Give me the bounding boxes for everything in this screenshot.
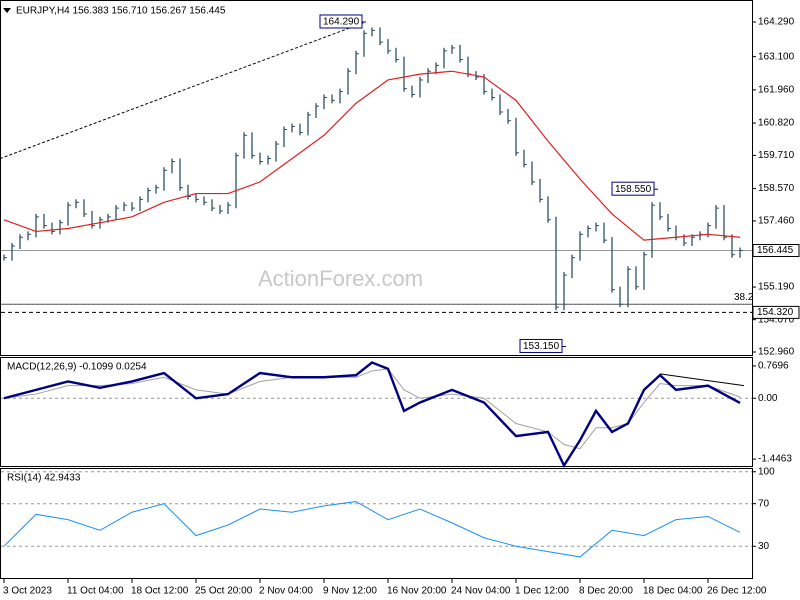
x-tick-label: 24 Nov 04:00 [451,586,511,597]
macd-trendline [659,373,745,387]
x-tick-label: 16 Nov 20:00 [387,586,447,597]
y-tick-label: 161.960 [758,84,795,95]
y-tick-label: 155.190 [758,282,795,293]
annotation-label: 164.290 [323,17,360,28]
y-tick-label: 164.290 [758,17,795,28]
trendline [0,21,366,160]
x-tick-label: 3 Oct 2023 [3,586,52,597]
moving-average [3,70,741,241]
price-panel [0,0,753,356]
x-tick-label: 2 Nov 04:00 [259,586,313,597]
macd-title: MACD(12,26,9) -0.1099 0.0254 [7,362,147,373]
x-tick-label: 26 Dec 12:00 [707,586,767,597]
rsi-line [3,501,741,558]
y-tick-label: 158.570 [758,183,795,194]
x-tick-label: 1 Dec 12:00 [515,586,569,597]
y-tick-label: 159.710 [758,150,795,161]
annotation-label: 158.550 [615,184,652,195]
level-box [752,243,800,257]
signal-line [3,368,741,450]
y-tick-label: -1.4463 [758,454,792,465]
chart-title: EURJPY,H4 156.383 156.710 156.267 156.44… [16,6,226,17]
macd-panel [0,357,753,467]
x-tick-label: 11 Oct 04:00 [67,586,124,597]
x-tick-label: 18 Oct 12:00 [131,586,189,597]
level-label: 154.320 [757,307,794,318]
watermark: ActionForex.com [258,266,423,291]
x-tick-label: 25 Oct 20:00 [195,586,253,597]
annotation-label: 153.150 [523,341,560,352]
y-tick-label: 154.070 [758,314,795,325]
level-label: 156.445 [757,245,794,256]
y-tick-label: 0.00 [758,393,778,404]
x-tick-label: 8 Dec 20:00 [579,586,633,597]
y-tick-label: 160.820 [758,118,795,129]
y-tick-label: 163.100 [758,51,795,62]
level-box [752,305,800,319]
y-tick-label: 70 [758,498,770,509]
rsi-title: RSI(14) 42.9433 [7,473,81,484]
y-tick-label: 152.960 [758,347,795,358]
y-tick-label: 30 [758,541,770,552]
level-label: 38.2 [734,292,754,303]
x-tick-label: 18 Dec 04:00 [643,586,703,597]
y-tick-label: 0.7696 [758,361,789,372]
x-tick-label: 9 Nov 12:00 [323,586,377,597]
y-tick-label: 100 [758,466,775,477]
macd-line [3,361,741,469]
menu-arrow [3,8,11,13]
rsi-panel [0,468,753,579]
y-tick-label: 157.460 [758,216,795,227]
